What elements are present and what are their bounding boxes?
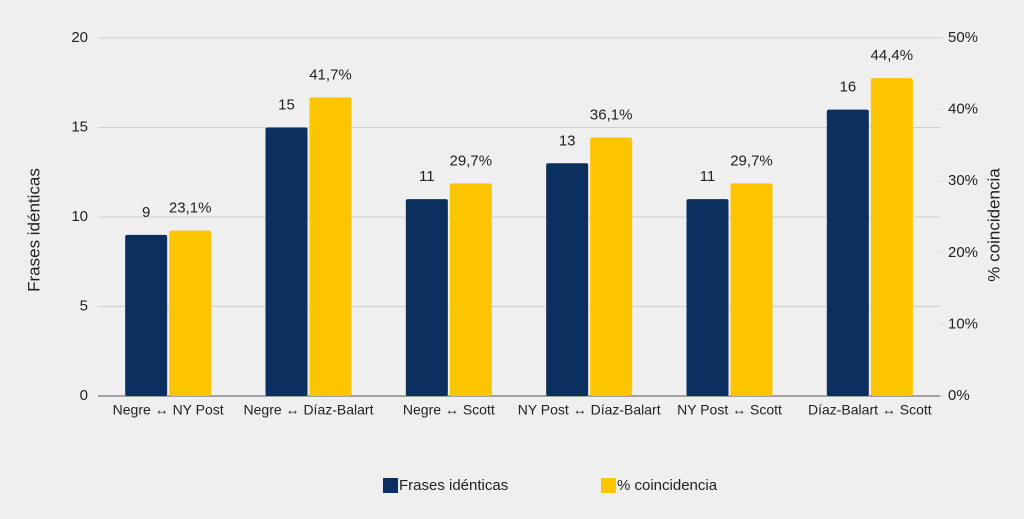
y-tick-label: 10 [71, 208, 88, 225]
data-label: 15 [278, 96, 295, 113]
data-label: 9 [142, 204, 150, 221]
data-label: 41,7% [309, 66, 352, 83]
data-label: 16 [839, 79, 856, 96]
y-tick-label: 0 [80, 387, 88, 404]
data-label: 29,7% [730, 152, 773, 169]
y2-tick-label: 30% [948, 172, 978, 189]
y-axis-title: Frases idénticas [24, 168, 43, 292]
data-label: 44,4% [871, 47, 914, 64]
x-tick-label: NY Post ↔ Scott [677, 402, 782, 418]
y2-tick-label: 10% [948, 315, 978, 332]
x-tick-label: Negre ↔ NY Post [113, 402, 224, 418]
bar [730, 183, 773, 396]
y2-tick-label: 0% [948, 387, 970, 404]
data-label: 11 [700, 168, 716, 185]
bar [449, 183, 492, 396]
x-tick-label: Negre ↔ Scott [403, 402, 495, 418]
y-tick-label: 5 [80, 297, 88, 314]
data-label: 13 [559, 132, 576, 149]
bar [169, 230, 212, 396]
bar [870, 78, 913, 396]
bar [686, 199, 729, 396]
y2-tick-label: 40% [948, 101, 978, 118]
bar [590, 137, 633, 397]
y-tick-label: 20 [71, 29, 88, 46]
y2-axis-title: % coincidencia [984, 168, 1003, 282]
bar [405, 199, 448, 396]
bar [125, 234, 168, 396]
legend-label: % coincidencia [617, 477, 718, 494]
data-label: 29,7% [450, 152, 493, 169]
x-tick-label: NY Post ↔ Díaz-Balart [518, 402, 661, 418]
y2-tick-label: 20% [948, 244, 978, 261]
y2-tick-label: 50% [948, 29, 978, 46]
bar [265, 127, 308, 396]
bar [826, 109, 869, 396]
x-tick-label: Díaz-Balart ↔ Scott [808, 402, 932, 418]
data-label: 11 [419, 168, 435, 185]
legend-swatch [383, 478, 398, 493]
y-tick-label: 15 [71, 118, 88, 135]
data-label: 36,1% [590, 106, 633, 123]
bar [309, 97, 352, 396]
x-tick-label: Negre ↔ Díaz-Balart [244, 402, 374, 418]
legend-label: Frases idénticas [399, 477, 508, 494]
bar [546, 163, 589, 396]
legend-swatch [601, 478, 616, 493]
data-label: 23,1% [169, 200, 212, 217]
